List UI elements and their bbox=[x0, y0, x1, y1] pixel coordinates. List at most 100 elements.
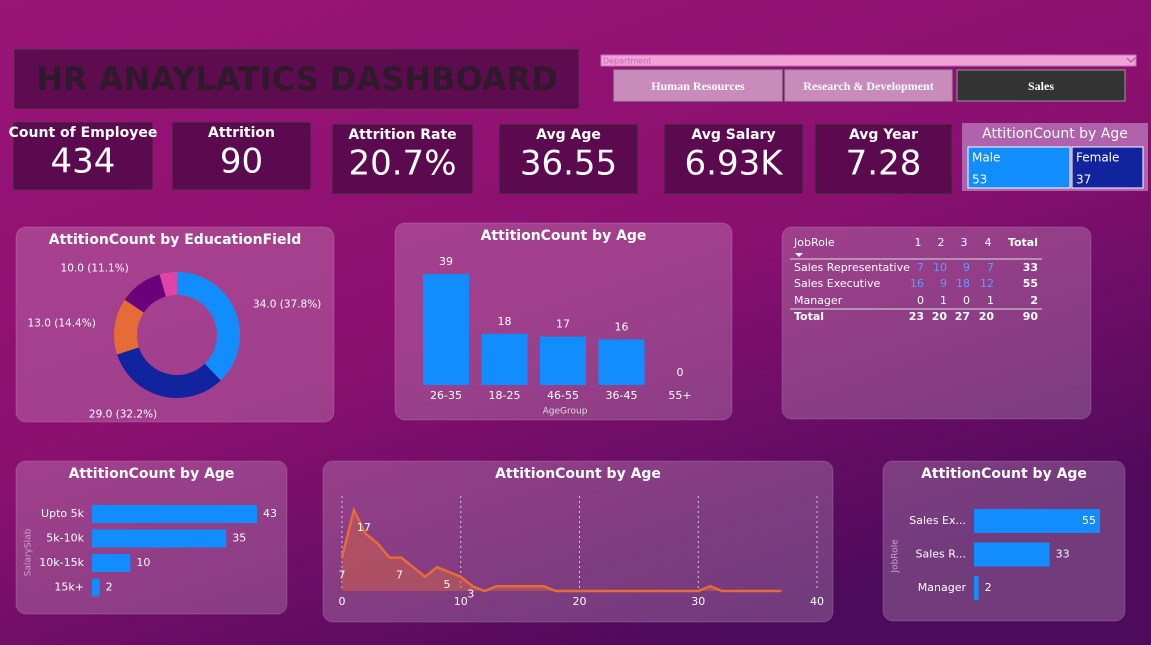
donut-slice bbox=[114, 299, 144, 355]
area bbox=[342, 510, 782, 591]
card bbox=[15, 226, 335, 423]
card bbox=[322, 460, 834, 623]
card bbox=[394, 222, 733, 421]
x-tick-label: 36-45 bbox=[606, 389, 638, 402]
chart-title: AttitionCount by Age bbox=[481, 228, 647, 244]
table-cell: Manager bbox=[794, 294, 843, 307]
table-cell: Sales Executive bbox=[794, 277, 881, 290]
data-label: 5 bbox=[444, 578, 451, 591]
data-label: 35 bbox=[232, 532, 246, 545]
table-header: 3 bbox=[961, 236, 968, 249]
table-cell: 0 bbox=[963, 294, 970, 307]
data-label: 29.0 (32.2%) bbox=[89, 409, 157, 421]
bar bbox=[92, 578, 100, 597]
donut-slice bbox=[117, 347, 221, 399]
data-label: 7 bbox=[396, 569, 403, 582]
table-cell: 9 bbox=[963, 261, 970, 274]
kpi-value: 36.55 bbox=[520, 144, 617, 184]
kpi-card bbox=[499, 124, 638, 194]
bar bbox=[974, 542, 1050, 567]
chart-title: AttitionCount by Age bbox=[69, 466, 235, 482]
bar bbox=[92, 505, 257, 523]
table-header: 1 bbox=[915, 236, 922, 249]
data-label: 39 bbox=[439, 255, 453, 268]
table-cell: 20 bbox=[979, 310, 995, 323]
gender-cell bbox=[1071, 146, 1144, 189]
x-tick-label: 55+ bbox=[668, 389, 691, 402]
slicer-button[interactable] bbox=[784, 69, 953, 102]
bar bbox=[540, 336, 586, 385]
table-cell: 33 bbox=[1023, 261, 1038, 274]
gender-value: 37 bbox=[1076, 173, 1091, 187]
data-label: 18 bbox=[498, 315, 512, 328]
slicer-button[interactable] bbox=[956, 69, 1126, 102]
data-label: 17 bbox=[357, 521, 371, 534]
x-tick-label: 20 bbox=[573, 595, 587, 608]
table-cell: 90 bbox=[1023, 310, 1039, 323]
bar bbox=[481, 333, 528, 385]
y-tick-label: Sales R... bbox=[915, 548, 966, 561]
kpi-card bbox=[815, 124, 952, 194]
table-cell: 7 bbox=[987, 261, 994, 274]
data-label: 10 bbox=[136, 556, 150, 569]
gender-label: Female bbox=[1076, 151, 1119, 165]
data-label: 13.0 (14.4%) bbox=[28, 318, 96, 330]
y-tick-label: Sales Ex... bbox=[909, 514, 966, 527]
x-tick-label: 40 bbox=[810, 595, 824, 608]
card-title: AttitionCount by Age bbox=[982, 126, 1128, 142]
kpi-card bbox=[332, 124, 473, 194]
y-tick-label: 15k+ bbox=[54, 581, 84, 594]
table-cell: 16 bbox=[910, 277, 924, 290]
dropdown-arrow bbox=[1126, 57, 1136, 63]
data-label: 2 bbox=[985, 581, 992, 594]
kpi-value: 20.7% bbox=[348, 144, 456, 184]
data-label: 3 bbox=[467, 588, 474, 601]
table-header: Total bbox=[1008, 236, 1038, 249]
kpi-label: Avg Age bbox=[536, 127, 601, 143]
card bbox=[781, 226, 1092, 420]
table-cell: 0 bbox=[917, 294, 924, 307]
line bbox=[340, 506, 782, 593]
bar bbox=[92, 554, 131, 572]
slicer-button-label: Research & Development bbox=[803, 79, 933, 93]
table-cell: 1 bbox=[940, 294, 947, 307]
data-label: 17 bbox=[556, 318, 570, 331]
slicer-button[interactable] bbox=[613, 69, 783, 102]
slicer-placeholder: Department bbox=[603, 57, 651, 66]
kpi-value: 6.93K bbox=[685, 144, 785, 184]
donut-slice bbox=[159, 272, 177, 297]
kpi-card bbox=[664, 124, 803, 194]
table-header: 4 bbox=[985, 236, 992, 249]
table-cell: 2 bbox=[1030, 294, 1038, 307]
kpi-label: Avg Year bbox=[849, 127, 918, 143]
data-label: 10.0 (11.1%) bbox=[61, 263, 129, 275]
bar bbox=[974, 509, 1100, 533]
table-cell: 12 bbox=[980, 277, 994, 290]
title-box bbox=[14, 49, 579, 109]
kpi-card bbox=[13, 122, 153, 190]
x-axis-label: AgeGroup bbox=[543, 407, 588, 417]
y-tick-label: Manager bbox=[918, 581, 967, 594]
x-tick-label: 26-35 bbox=[430, 389, 462, 402]
data-label: 43 bbox=[263, 507, 277, 520]
table-cell: 20 bbox=[932, 310, 948, 323]
kpi-label: Attrition Rate bbox=[348, 127, 456, 143]
y-axis-label: SalarySlab bbox=[24, 528, 34, 576]
table-cell: 7 bbox=[917, 261, 924, 274]
table-cell: 1 bbox=[987, 294, 994, 307]
card bbox=[882, 460, 1126, 622]
donut-slice bbox=[124, 274, 166, 313]
slicer-button-label: Human Resources bbox=[651, 79, 745, 93]
bar bbox=[92, 529, 227, 548]
chart-title: AttitionCount by EducationField bbox=[49, 232, 302, 248]
table-cell: 18 bbox=[956, 277, 970, 290]
data-label: 55 bbox=[1082, 514, 1096, 527]
sort-icon bbox=[795, 253, 803, 257]
slicer-dropdown[interactable] bbox=[600, 54, 1137, 67]
bar bbox=[598, 339, 645, 385]
donut-slice bbox=[177, 272, 241, 381]
kpi-label: Count of Employee bbox=[9, 125, 158, 141]
dashboard-title: HR ANAYLATICS DASHBOARD bbox=[36, 60, 558, 98]
data-label: 33 bbox=[1056, 548, 1070, 561]
